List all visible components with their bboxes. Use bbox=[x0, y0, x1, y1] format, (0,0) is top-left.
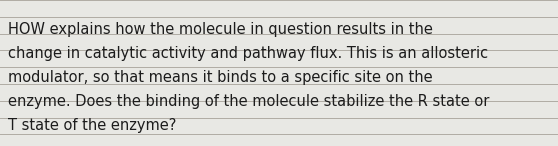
Text: modulator, so that means it binds to a specific site on the: modulator, so that means it binds to a s… bbox=[8, 70, 432, 85]
Text: change in catalytic activity and pathway flux. This is an allosteric: change in catalytic activity and pathway… bbox=[8, 46, 488, 61]
Text: T state of the enzyme?: T state of the enzyme? bbox=[8, 118, 176, 133]
Text: HOW explains how the molecule in question results in the: HOW explains how the molecule in questio… bbox=[8, 22, 433, 37]
Text: enzyme. Does the binding of the molecule stabilize the R state or: enzyme. Does the binding of the molecule… bbox=[8, 94, 489, 109]
